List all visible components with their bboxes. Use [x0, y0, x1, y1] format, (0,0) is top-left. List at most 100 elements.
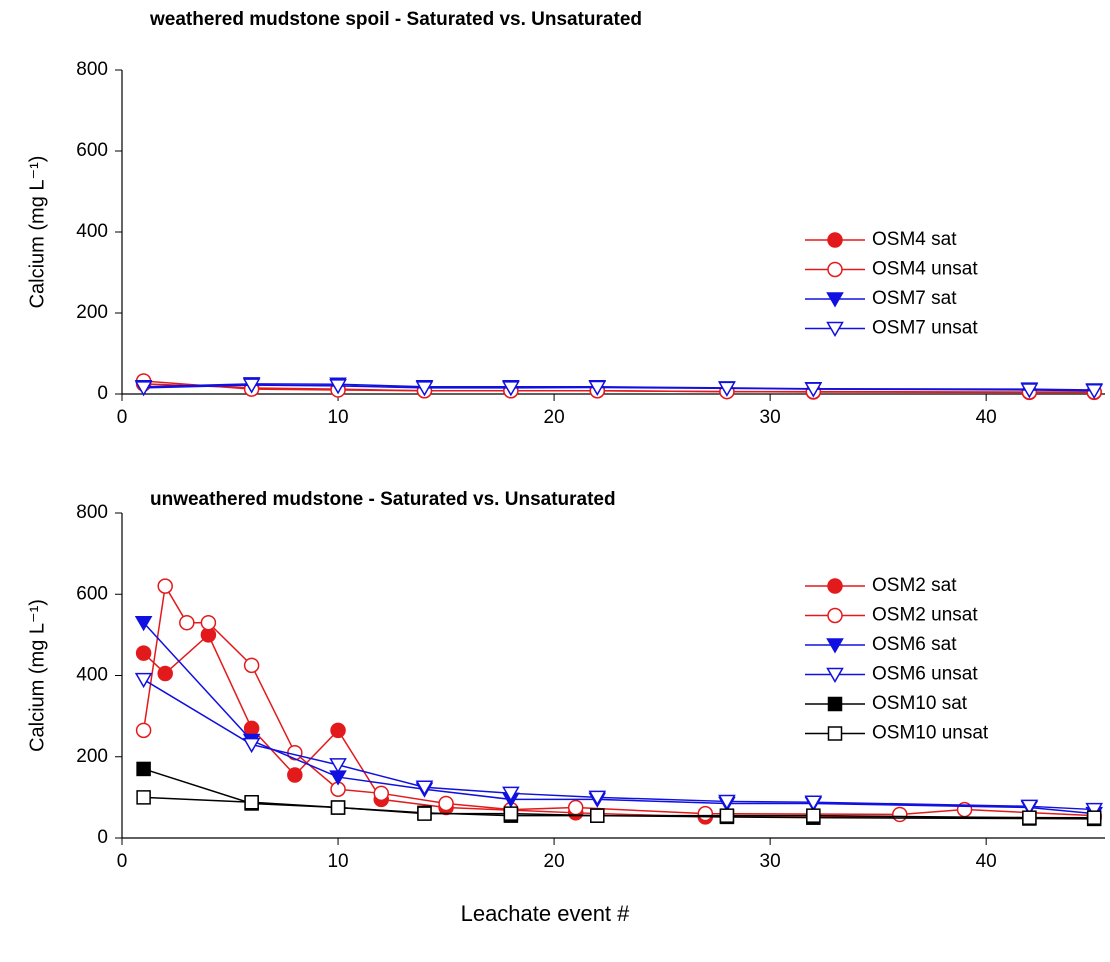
series-line: [143, 622, 1095, 815]
marker: [136, 790, 151, 805]
marker: [588, 380, 607, 397]
marker: [1020, 383, 1039, 399]
marker: [1020, 799, 1039, 815]
x-axis-label: Leachate event #: [461, 901, 631, 926]
marker: [718, 381, 736, 397]
chart-title: weathered mudstone spoil - Saturated vs.…: [149, 9, 642, 30]
legend-marker: [826, 638, 844, 654]
y-tick-label: 400: [76, 665, 108, 686]
x-tick-label: 0: [117, 407, 128, 428]
legend-label: OSM7 unsat: [872, 318, 978, 339]
marker: [567, 799, 584, 816]
marker: [1086, 810, 1102, 825]
legend-marker: [827, 696, 843, 712]
marker: [179, 614, 195, 631]
series-line: [143, 768, 1095, 820]
x-tick-label: 30: [760, 407, 781, 428]
series-line: [143, 384, 1095, 392]
x-tick-label: 20: [544, 851, 565, 872]
legend-label: OSM2 unsat: [872, 605, 978, 626]
legend-label: OSM4 sat: [872, 229, 957, 250]
marker: [134, 615, 153, 632]
marker: [438, 795, 454, 812]
marker: [804, 795, 823, 811]
legend-marker: [826, 292, 844, 308]
marker: [243, 720, 260, 737]
marker: [330, 800, 346, 815]
marker: [329, 379, 347, 395]
legend-label: OSM10 sat: [872, 693, 968, 714]
legend-label: OSM7 sat: [872, 288, 957, 309]
legend-label: OSM10 unsat: [872, 723, 989, 744]
marker: [243, 657, 260, 674]
marker: [719, 808, 735, 823]
y-tick-label: 0: [97, 827, 108, 848]
marker: [697, 805, 714, 822]
y-axis-label: Calcium (mg L⁻¹): [26, 156, 48, 309]
marker: [242, 378, 261, 394]
marker: [1085, 384, 1103, 400]
legend-label: OSM2 sat: [872, 575, 957, 596]
legend-label: OSM4 unsat: [872, 259, 978, 280]
marker: [806, 808, 821, 823]
legend-marker: [827, 232, 843, 248]
marker: [588, 790, 607, 806]
x-tick-label: 40: [976, 851, 997, 872]
y-tick-label: 600: [76, 583, 108, 604]
marker: [157, 578, 173, 594]
chart-title: unweathered mudstone - Saturated vs. Uns…: [150, 489, 616, 510]
marker: [330, 722, 346, 739]
marker: [200, 614, 217, 631]
marker: [136, 761, 151, 777]
x-tick-label: 10: [327, 851, 348, 872]
marker: [134, 381, 153, 397]
y-tick-label: 200: [76, 746, 108, 767]
y-tick-label: 200: [76, 302, 108, 323]
marker: [502, 381, 520, 397]
marker: [1085, 802, 1103, 819]
marker: [718, 794, 736, 810]
series-line: [143, 678, 1095, 811]
marker: [415, 381, 434, 397]
marker: [287, 767, 303, 783]
marker: [415, 780, 434, 796]
x-tick-label: 0: [117, 851, 128, 872]
marker: [503, 806, 519, 821]
y-tick-label: 600: [76, 140, 108, 161]
y-tick-label: 400: [76, 221, 108, 242]
legend-marker: [827, 607, 843, 624]
marker: [892, 806, 908, 823]
marker: [590, 808, 605, 823]
marker: [417, 806, 432, 821]
legend-marker: [827, 578, 843, 594]
x-tick-label: 30: [760, 851, 781, 872]
marker: [244, 795, 259, 810]
marker: [242, 737, 261, 754]
marker: [329, 758, 347, 774]
marker: [135, 645, 152, 661]
y-tick-label: 800: [76, 502, 108, 523]
legend-marker: [827, 726, 843, 741]
legend-label: OSM6 unsat: [872, 664, 978, 685]
marker: [1022, 810, 1037, 825]
marker: [134, 672, 153, 689]
marker: [135, 722, 152, 739]
y-tick-label: 0: [97, 383, 108, 404]
legend-marker: [826, 667, 844, 684]
legend-marker: [827, 261, 843, 278]
y-axis-label: Calcium (mg L⁻¹): [26, 599, 48, 752]
x-tick-label: 40: [976, 407, 997, 428]
marker: [804, 382, 823, 398]
x-tick-label: 20: [544, 407, 565, 428]
marker: [157, 665, 173, 682]
x-tick-label: 10: [327, 407, 348, 428]
legend-label: OSM6 sat: [872, 634, 957, 655]
marker: [502, 786, 520, 802]
marker: [373, 785, 390, 802]
y-tick-label: 800: [76, 59, 108, 80]
legend-marker: [826, 321, 844, 338]
marker: [287, 744, 303, 761]
series-line: [143, 380, 1095, 393]
series-line: [143, 796, 1095, 819]
